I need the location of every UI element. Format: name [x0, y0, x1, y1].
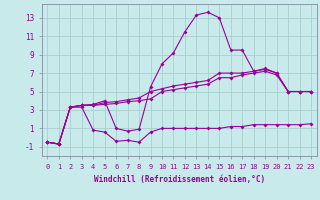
X-axis label: Windchill (Refroidissement éolien,°C): Windchill (Refroidissement éolien,°C)	[94, 175, 265, 184]
